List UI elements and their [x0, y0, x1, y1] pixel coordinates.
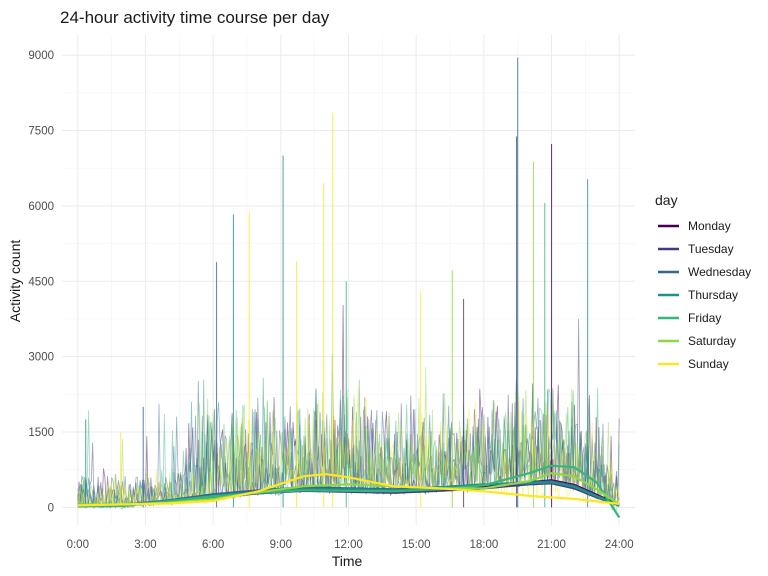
- legend-title: day: [655, 192, 678, 208]
- legend-label-monday: Monday: [688, 219, 731, 233]
- x-tick-label: 6:00: [202, 539, 224, 551]
- raw-series-saturday: [77, 367, 620, 508]
- y-tick-label: 9000: [28, 50, 54, 62]
- x-tick-label: 24:00: [605, 539, 634, 551]
- legend-label-friday: Friday: [688, 311, 721, 325]
- smooth-lines: [77, 464, 621, 519]
- y-tick-label: 3000: [28, 352, 54, 364]
- legend-label-wednesday: Wednesday: [688, 265, 751, 279]
- chart-title: 24-hour activity time course per day: [60, 8, 330, 27]
- y-tick-label: 0: [48, 502, 54, 514]
- x-tick-label: 3:00: [134, 539, 156, 551]
- x-axis-title: Time: [332, 553, 363, 569]
- y-axis-title: Activity count: [7, 240, 23, 323]
- legend-label-saturday: Saturday: [688, 334, 736, 348]
- legend-label-sunday: Sunday: [688, 357, 729, 371]
- y-tick-label: 4500: [28, 276, 54, 288]
- y-axis-ticks: 0 1500 3000 4500 6000 7500 9000: [28, 50, 54, 514]
- smooth-line-sunday: [77, 473, 620, 507]
- y-tick-label: 1500: [28, 427, 54, 439]
- legend-label-thursday: Thursday: [688, 288, 738, 302]
- legend: day Monday Tuesday Wednesday Thursday Friday…: [655, 192, 751, 371]
- y-tick-label: 7500: [28, 125, 54, 137]
- x-tick-label: 21:00: [537, 539, 566, 551]
- x-axis-ticks: 0:00 3:00 6:00 9:00 12:00 15:00 18:00 21:00 24:0…: [67, 539, 634, 551]
- x-tick-label: 15:00: [402, 539, 431, 551]
- series-area: [77, 57, 620, 512]
- x-tick-label: 12:00: [334, 539, 363, 551]
- x-tick-label: 9:00: [270, 539, 292, 551]
- legend-label-tuesday: Tuesday: [688, 242, 734, 256]
- x-tick-label: 18:00: [469, 539, 498, 551]
- x-tick-label: 0:00: [67, 539, 89, 551]
- smooth-line-friday: [77, 464, 621, 519]
- y-tick-label: 6000: [28, 201, 54, 213]
